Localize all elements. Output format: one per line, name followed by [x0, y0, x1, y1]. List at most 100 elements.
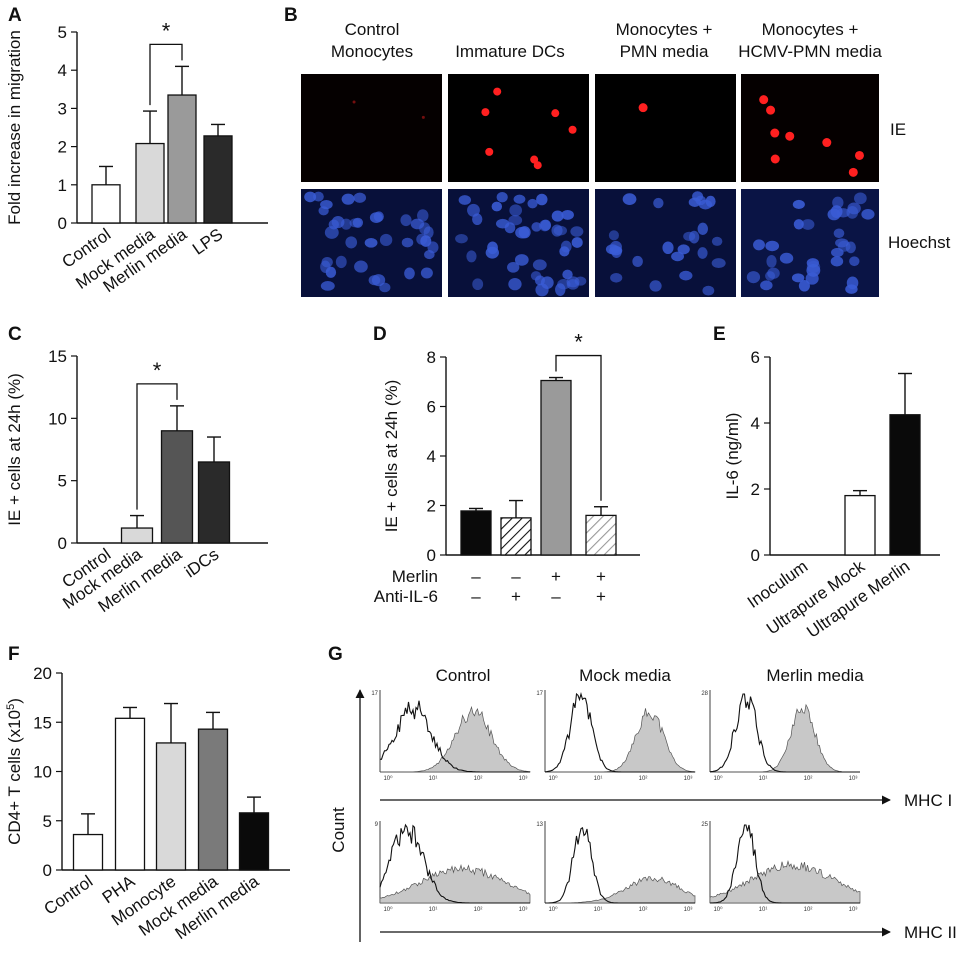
f-y-tick-label: 20	[33, 664, 52, 683]
histogram-ymax-label: 13	[536, 822, 543, 828]
histogram-x-tick-label: 10²	[804, 907, 813, 913]
hoechst-nucleus-4	[836, 208, 850, 218]
hoechst-nucleus-2	[559, 246, 570, 257]
histogram-x-tick-label: 10¹	[429, 776, 438, 782]
histogram-ymax-label: 25	[701, 822, 708, 828]
histogram-x-tick-label: 10⁰	[548, 775, 558, 782]
d-treatment-label: Merlin	[392, 567, 438, 586]
ie-nucleus-4	[785, 131, 795, 141]
hoechst-nucleus-4	[832, 196, 844, 209]
d-treatment-sign: +	[596, 567, 606, 586]
hoechst-nucleus-1	[354, 260, 368, 273]
histogram-2-1: 9 10⁰ 10¹ 10² 10³	[375, 821, 531, 913]
ie-nucleus-3	[638, 103, 648, 113]
hoechst-nucleus-1	[318, 206, 329, 216]
hoechst-nucleus-4	[753, 239, 765, 251]
d-treatment-sign: +	[596, 587, 606, 606]
e-bar	[889, 414, 921, 556]
histogram-filled-curve	[545, 708, 696, 773]
hoechst-nucleus-4	[830, 256, 844, 267]
hoechst-nucleus-2	[540, 219, 552, 231]
d-bar	[460, 510, 492, 556]
hoechst-nucleus-1	[364, 238, 378, 248]
ie-nucleus-2	[493, 87, 502, 96]
hoechst-nucleus-3	[609, 245, 623, 256]
a-y-tick-label: 5	[58, 23, 67, 42]
hoechst-nucleus-2	[551, 224, 563, 237]
hoechst-nucleus-1	[369, 212, 383, 223]
hoechst-nucleus-1	[349, 218, 362, 228]
d-treatment-sign: –	[551, 587, 561, 606]
hoechst-nucleus-3	[679, 270, 693, 281]
hoechst-nucleus-3	[688, 197, 701, 207]
histogram-2-3: 25 10⁰ 10¹ 10² 10³	[701, 821, 861, 913]
hoechst-nucleus-2	[531, 222, 542, 232]
hoechst-nucleus-4	[798, 280, 810, 292]
image-ie-pmn	[595, 74, 736, 182]
d-treatment-label: Anti-IL-6	[374, 587, 438, 606]
f-bar	[155, 742, 187, 871]
hoechst-nucleus-3	[702, 285, 715, 296]
hoechst-nucleus-4	[779, 252, 794, 264]
c-significance-star: *	[153, 358, 162, 383]
a-y-tick-label: 0	[58, 214, 67, 233]
hoechst-nucleus-2	[514, 254, 529, 266]
a-y-axis-label: Fold increase in migration	[5, 30, 24, 225]
hoechst-nucleus-2	[472, 213, 483, 226]
histogram-open-curve	[545, 826, 695, 904]
hoechst-nucleus-3	[610, 272, 623, 283]
ie-nucleus-4	[766, 105, 776, 115]
d-treatment-sign: –	[511, 567, 521, 586]
hoechst-nucleus-1	[419, 222, 431, 235]
histogram-filled-curve	[709, 860, 861, 904]
d-treatment-sign: +	[551, 567, 561, 586]
hoechst-nucleus-2	[491, 201, 503, 212]
histogram-ymax-label: 9	[375, 822, 379, 828]
ie-nucleus-4	[770, 154, 780, 164]
hoechst-nucleus-2	[532, 259, 547, 271]
hoechst-nucleus-2	[561, 209, 574, 220]
c-y-tick-label: 0	[58, 534, 67, 553]
hoechst-nucleus-2	[571, 237, 583, 248]
g-column-control: Control	[436, 666, 491, 685]
c-y-tick-label: 10	[48, 409, 67, 428]
hoechst-nucleus-3	[671, 251, 685, 262]
hoechst-nucleus-2	[496, 191, 508, 203]
histogram-filled-curve	[379, 863, 531, 904]
hoechst-nucleus-2	[472, 278, 484, 291]
histogram-x-tick-label: 10³	[519, 776, 528, 782]
d-significance-bracket	[555, 354, 602, 501]
histogram-x-tick-label: 10¹	[759, 907, 768, 913]
histogram-ymax-label: 28	[701, 691, 708, 697]
histogram-x-tick-label: 10⁰	[383, 775, 393, 782]
hoechst-nucleus-2	[527, 198, 538, 209]
histogram-x-tick-label: 10¹	[759, 776, 768, 782]
hoechst-nucleus-3	[697, 247, 708, 259]
hoechst-nucleus-2	[562, 269, 573, 280]
a-bar	[203, 135, 233, 224]
a-category-label: LPS	[189, 225, 226, 259]
e-y-tick-label: 4	[751, 414, 760, 433]
d-treatment-sign: +	[511, 587, 521, 606]
f-y-tick-label: 0	[43, 861, 52, 880]
hoechst-nucleus-1	[324, 226, 339, 239]
hoechst-nucleus-4	[746, 271, 761, 284]
hoechst-nucleus-4	[837, 240, 851, 252]
hoechst-nucleus-3	[677, 244, 690, 255]
hoechst-nucleus-2	[508, 277, 522, 291]
hoechst-nucleus-4	[833, 228, 845, 239]
histogram-x-tick-label: 10¹	[594, 776, 603, 782]
c-bar	[160, 430, 194, 544]
hoechst-nucleus-2	[458, 195, 471, 205]
panel-label-c: C	[8, 324, 22, 345]
histogram-x-tick-label: 10⁰	[548, 906, 558, 913]
hoechst-nucleus-1	[420, 267, 433, 279]
a-significance-bracket	[149, 43, 183, 106]
g-column-mock: Mock media	[579, 666, 671, 685]
hoechst-nucleus-4	[861, 208, 875, 220]
panel-label-e: E	[713, 324, 726, 345]
histogram-x-tick-label: 10³	[849, 776, 858, 782]
panel-label-g: G	[328, 644, 343, 665]
